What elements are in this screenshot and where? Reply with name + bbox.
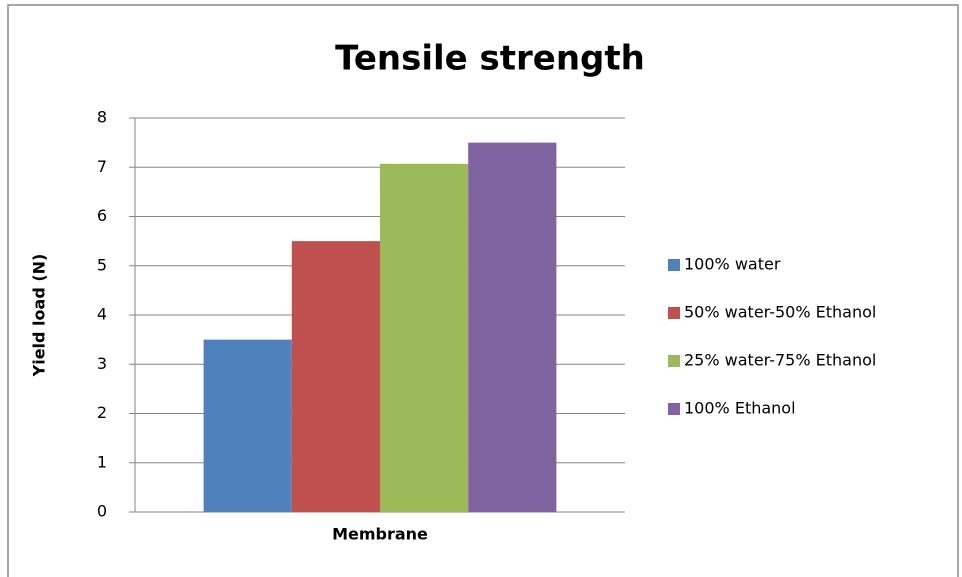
legend-label: 100% Ethanol [684, 399, 796, 418]
legend-swatch [668, 259, 680, 271]
bar [291, 241, 380, 512]
y-tick-label: 4 [97, 305, 107, 324]
y-axis-label: Yield load (N) [30, 254, 49, 378]
y-tick-label: 2 [97, 403, 107, 422]
y-tick-label: 0 [97, 502, 107, 521]
y-tick-label: 7 [97, 157, 107, 176]
chart-title: Tensile strength [335, 39, 645, 79]
y-tick-label: 3 [97, 354, 107, 373]
legend-swatch [668, 307, 680, 319]
y-tick-label: 8 [97, 108, 107, 127]
y-tick-label: 5 [97, 255, 107, 274]
x-tick-label: Membrane [332, 525, 428, 544]
y-tick-label: 1 [97, 452, 107, 471]
legend-label: 25% water-75% Ethanol [684, 351, 876, 370]
bar [203, 339, 292, 512]
bar [468, 142, 557, 512]
y-tick-label: 6 [97, 206, 107, 225]
legend-label: 50% water-50% Ethanol [684, 303, 876, 322]
legend-swatch [668, 355, 680, 367]
chart-border [7, 4, 959, 577]
legend-swatch [668, 403, 680, 415]
bar [380, 163, 469, 513]
legend-label: 100% water [684, 255, 781, 274]
